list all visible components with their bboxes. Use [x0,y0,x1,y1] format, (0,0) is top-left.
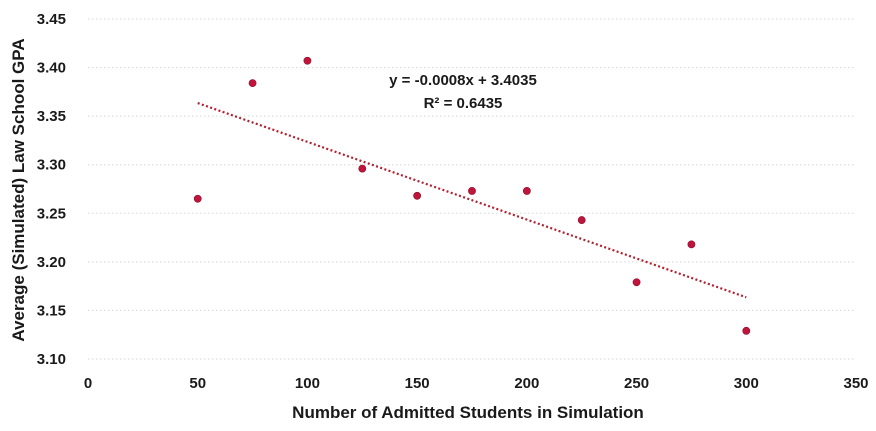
x-tick-label: 100 [295,375,320,392]
r-squared-label: R² = 0.6435 [424,95,503,112]
x-tick-label: 150 [405,375,430,392]
x-tick-label: 250 [624,375,649,392]
x-tick-label: 200 [514,375,539,392]
x-tick-label: 0 [84,375,92,392]
trendline-equation: y = -0.0008x + 3.4035 [389,72,537,89]
y-axis-title: Average (Simulated) Law School GPA [9,38,28,341]
x-tick-label: 50 [189,375,206,392]
x-axis-title: Number of Admitted Students in Simulatio… [292,403,644,422]
y-tick-label: 3.10 [37,351,66,368]
trendline [197,101,747,299]
data-point [303,56,312,65]
y-tick-label: 3.15 [37,302,66,319]
y-tick-label: 3.20 [37,254,66,271]
y-tick-label: 3.25 [37,205,66,222]
data-point [468,187,476,195]
y-tick-label: 3.40 [37,60,66,77]
x-axis-ticks: 0 50 100 150 200 250 300 350 [84,375,869,392]
y-tick-label: 3.35 [37,108,66,125]
y-tick-label: 3.45 [37,11,66,28]
data-point [193,194,202,203]
data-point [248,79,257,88]
data-point [632,278,641,287]
data-point [358,164,367,173]
y-tick-label: 3.30 [37,157,66,174]
data-point [577,216,586,224]
data-points [193,56,751,335]
data-point [687,240,696,249]
x-tick-label: 350 [843,375,868,392]
x-tick-label: 300 [734,375,759,392]
gridlines [88,18,856,360]
data-point [522,187,531,195]
y-axis-ticks: 3.10 3.15 3.20 3.25 3.30 3.35 3.40 3.45 [37,11,66,368]
data-point [742,326,751,335]
data-point [413,191,422,200]
